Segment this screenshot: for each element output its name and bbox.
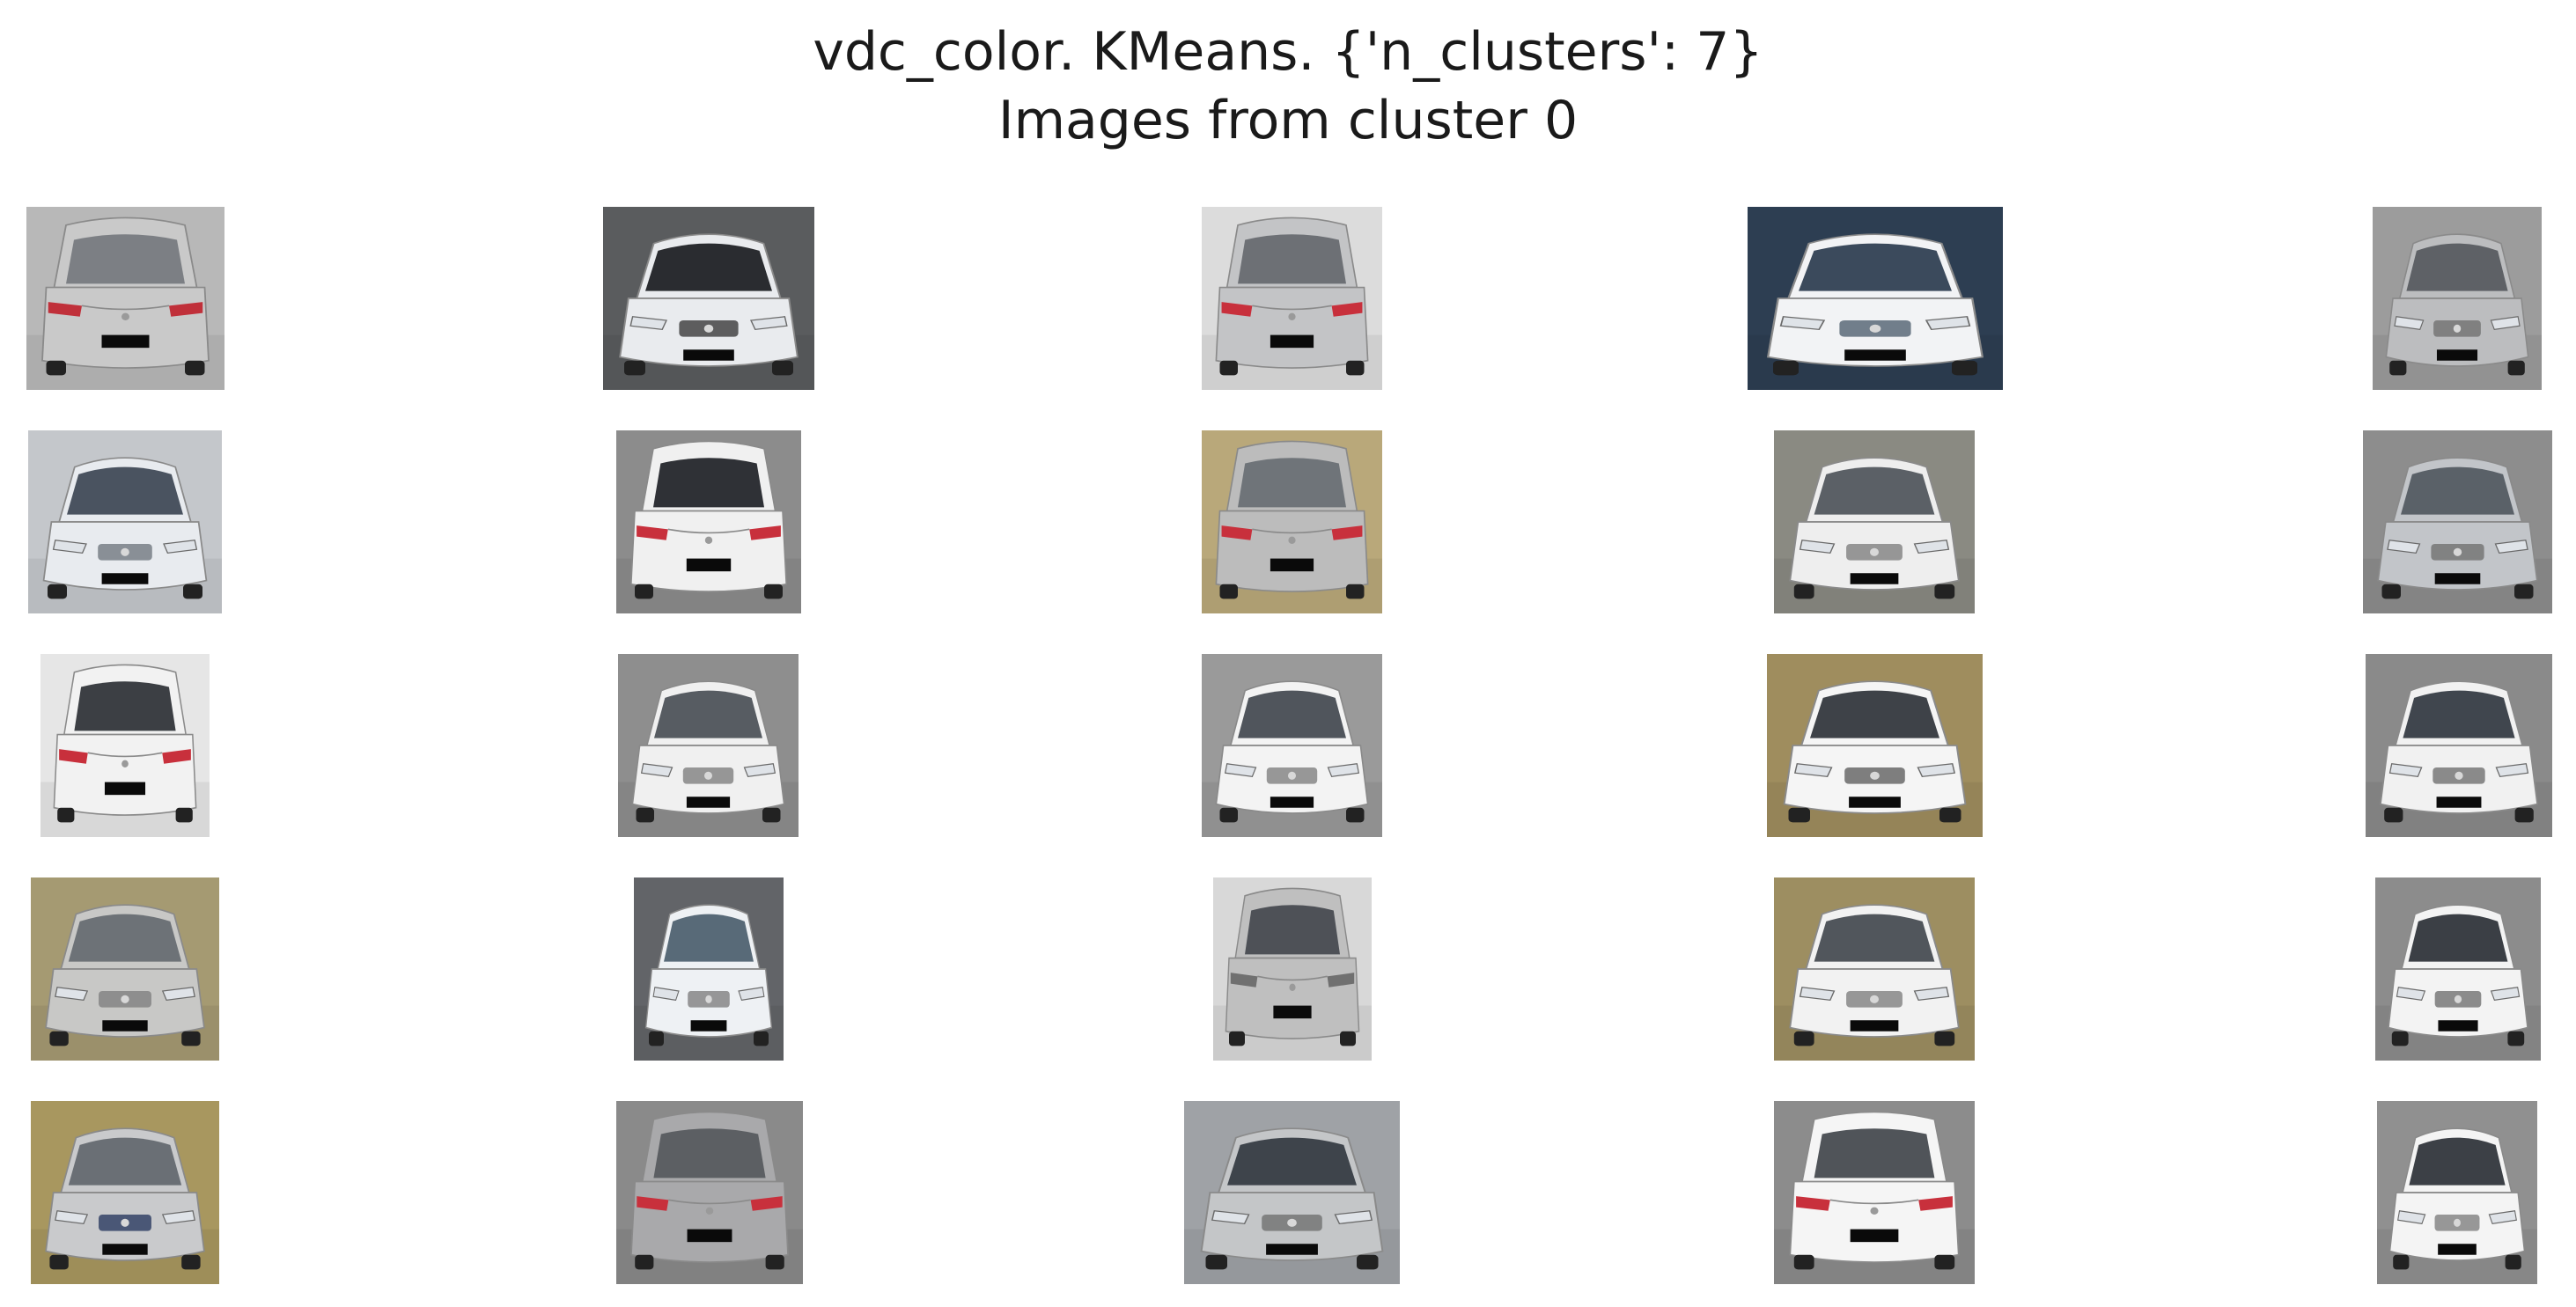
car-image: [1767, 654, 1983, 837]
car-image: [1748, 207, 2003, 390]
car-image: [2377, 1101, 2537, 1284]
car-image: [40, 654, 210, 837]
car-thumbnail-r1-c2: [603, 207, 814, 390]
car-thumbnail-r2-c5: [2363, 430, 2552, 613]
car-image: [2373, 207, 2542, 390]
car-thumbnail-r4-c4: [1774, 877, 1975, 1061]
car-thumbnail-r3-c1: [40, 654, 210, 837]
car-thumbnail-r3-c3: [1202, 654, 1382, 837]
car-image: [616, 430, 801, 613]
car-thumbnail-r4-c3: [1213, 877, 1372, 1061]
car-thumbnail-r5-c3: [1184, 1101, 1400, 1284]
figure-subtitle: Images from cluster 0: [997, 90, 1579, 151]
car-thumbnail-r3-c2: [618, 654, 799, 837]
car-thumbnail-r1-c1: [26, 207, 224, 390]
car-thumbnail-r5-c4: [1774, 1101, 1975, 1284]
car-image: [1202, 207, 1382, 390]
car-image: [634, 877, 784, 1061]
car-image: [1184, 1101, 1400, 1284]
car-image: [2375, 877, 2541, 1061]
car-image: [1202, 430, 1382, 613]
car-thumbnail-r2-c2: [616, 430, 801, 613]
car-image: [1774, 430, 1975, 613]
car-image: [1213, 877, 1372, 1061]
car-thumbnail-r5-c1: [31, 1101, 219, 1284]
car-image: [1202, 654, 1382, 837]
car-thumbnail-r3-c5: [2366, 654, 2552, 837]
car-image: [28, 430, 222, 613]
car-thumbnail-r1-c3: [1202, 207, 1382, 390]
car-image: [31, 1101, 219, 1284]
car-image: [2366, 654, 2552, 837]
car-image: [618, 654, 799, 837]
figure-title: vdc_color. KMeans. {'n_clusters': 7}: [813, 21, 1763, 83]
car-image: [26, 207, 224, 390]
car-thumbnail-r4-c5: [2375, 877, 2541, 1061]
car-thumbnail-r4-c1: [31, 877, 219, 1061]
car-thumbnail-r3-c4: [1767, 654, 1983, 837]
car-thumbnail-r1-c4: [1748, 207, 2003, 390]
car-thumbnail-r1-c5: [2373, 207, 2542, 390]
car-image: [1774, 1101, 1975, 1284]
car-image: [2363, 430, 2552, 613]
car-thumbnail-r2-c1: [28, 430, 222, 613]
car-thumbnail-r2-c4: [1774, 430, 1975, 613]
car-thumbnail-r2-c3: [1202, 430, 1382, 613]
car-thumbnail-r4-c2: [634, 877, 784, 1061]
car-thumbnail-r5-c2: [616, 1101, 803, 1284]
car-thumbnail-r5-c5: [2377, 1101, 2537, 1284]
car-image: [603, 207, 814, 390]
car-image: [616, 1101, 803, 1284]
car-image: [31, 877, 219, 1061]
car-image: [1774, 877, 1975, 1061]
